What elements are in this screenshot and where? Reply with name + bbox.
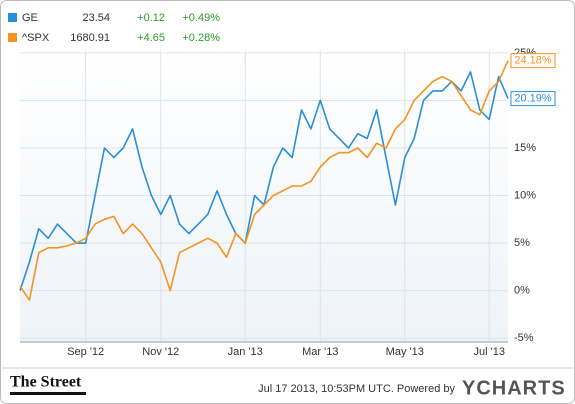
x-tick-label: Sep '12 — [67, 346, 104, 358]
x-tick-label: May '13 — [386, 346, 424, 358]
end-label-box — [510, 53, 556, 69]
end-label: 20.19% — [514, 93, 552, 105]
brand: YCHARTS — [462, 377, 566, 399]
logo-underline — [10, 392, 86, 395]
y-tick-label: 0% — [514, 285, 530, 297]
series-line — [19, 60, 509, 301]
timestamp: Jul 17 2013, 10:53PM UTC. Powered by — [258, 383, 455, 395]
legend-price: 1680.91 — [70, 32, 110, 44]
logo: The Street — [10, 374, 82, 391]
legend-change-pct: +0.28% — [182, 32, 220, 44]
x-tick-label: Jan '13 — [228, 346, 263, 358]
y-tick-label: -5% — [514, 332, 534, 344]
x-tick-label: Mar '13 — [302, 346, 338, 358]
legend-change: +4.65 — [137, 32, 165, 44]
legend-change-pct: +0.49% — [182, 12, 220, 24]
end-label-box — [510, 91, 556, 107]
legend-name: GE — [22, 12, 38, 24]
y-tick-label: 15% — [514, 142, 536, 154]
y-tick-label: 5% — [514, 237, 530, 249]
x-tick-label: Jul '13 — [474, 346, 505, 358]
y-tick-label: 10% — [514, 189, 536, 201]
end-label: 24.18% — [514, 55, 552, 67]
legend-name: ^SPX — [22, 32, 50, 44]
legend-price: 23.54 — [82, 12, 110, 24]
legend-swatch — [8, 13, 17, 22]
x-tick-label: Nov '12 — [142, 346, 179, 358]
legend-change: +0.12 — [137, 12, 165, 24]
legend-swatch — [8, 33, 17, 42]
